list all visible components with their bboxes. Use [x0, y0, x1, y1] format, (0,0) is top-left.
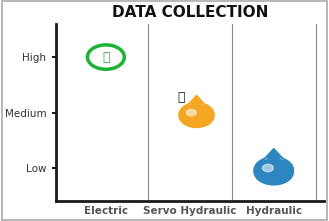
Polygon shape [179, 95, 214, 126]
Circle shape [254, 159, 293, 185]
Title: DATA COLLECTION: DATA COLLECTION [112, 5, 268, 20]
Text: 🔌: 🔌 [178, 91, 185, 103]
Text: 🔌: 🔌 [102, 51, 110, 64]
Polygon shape [254, 149, 293, 183]
Circle shape [263, 164, 273, 172]
Circle shape [187, 109, 196, 116]
Circle shape [179, 105, 214, 128]
